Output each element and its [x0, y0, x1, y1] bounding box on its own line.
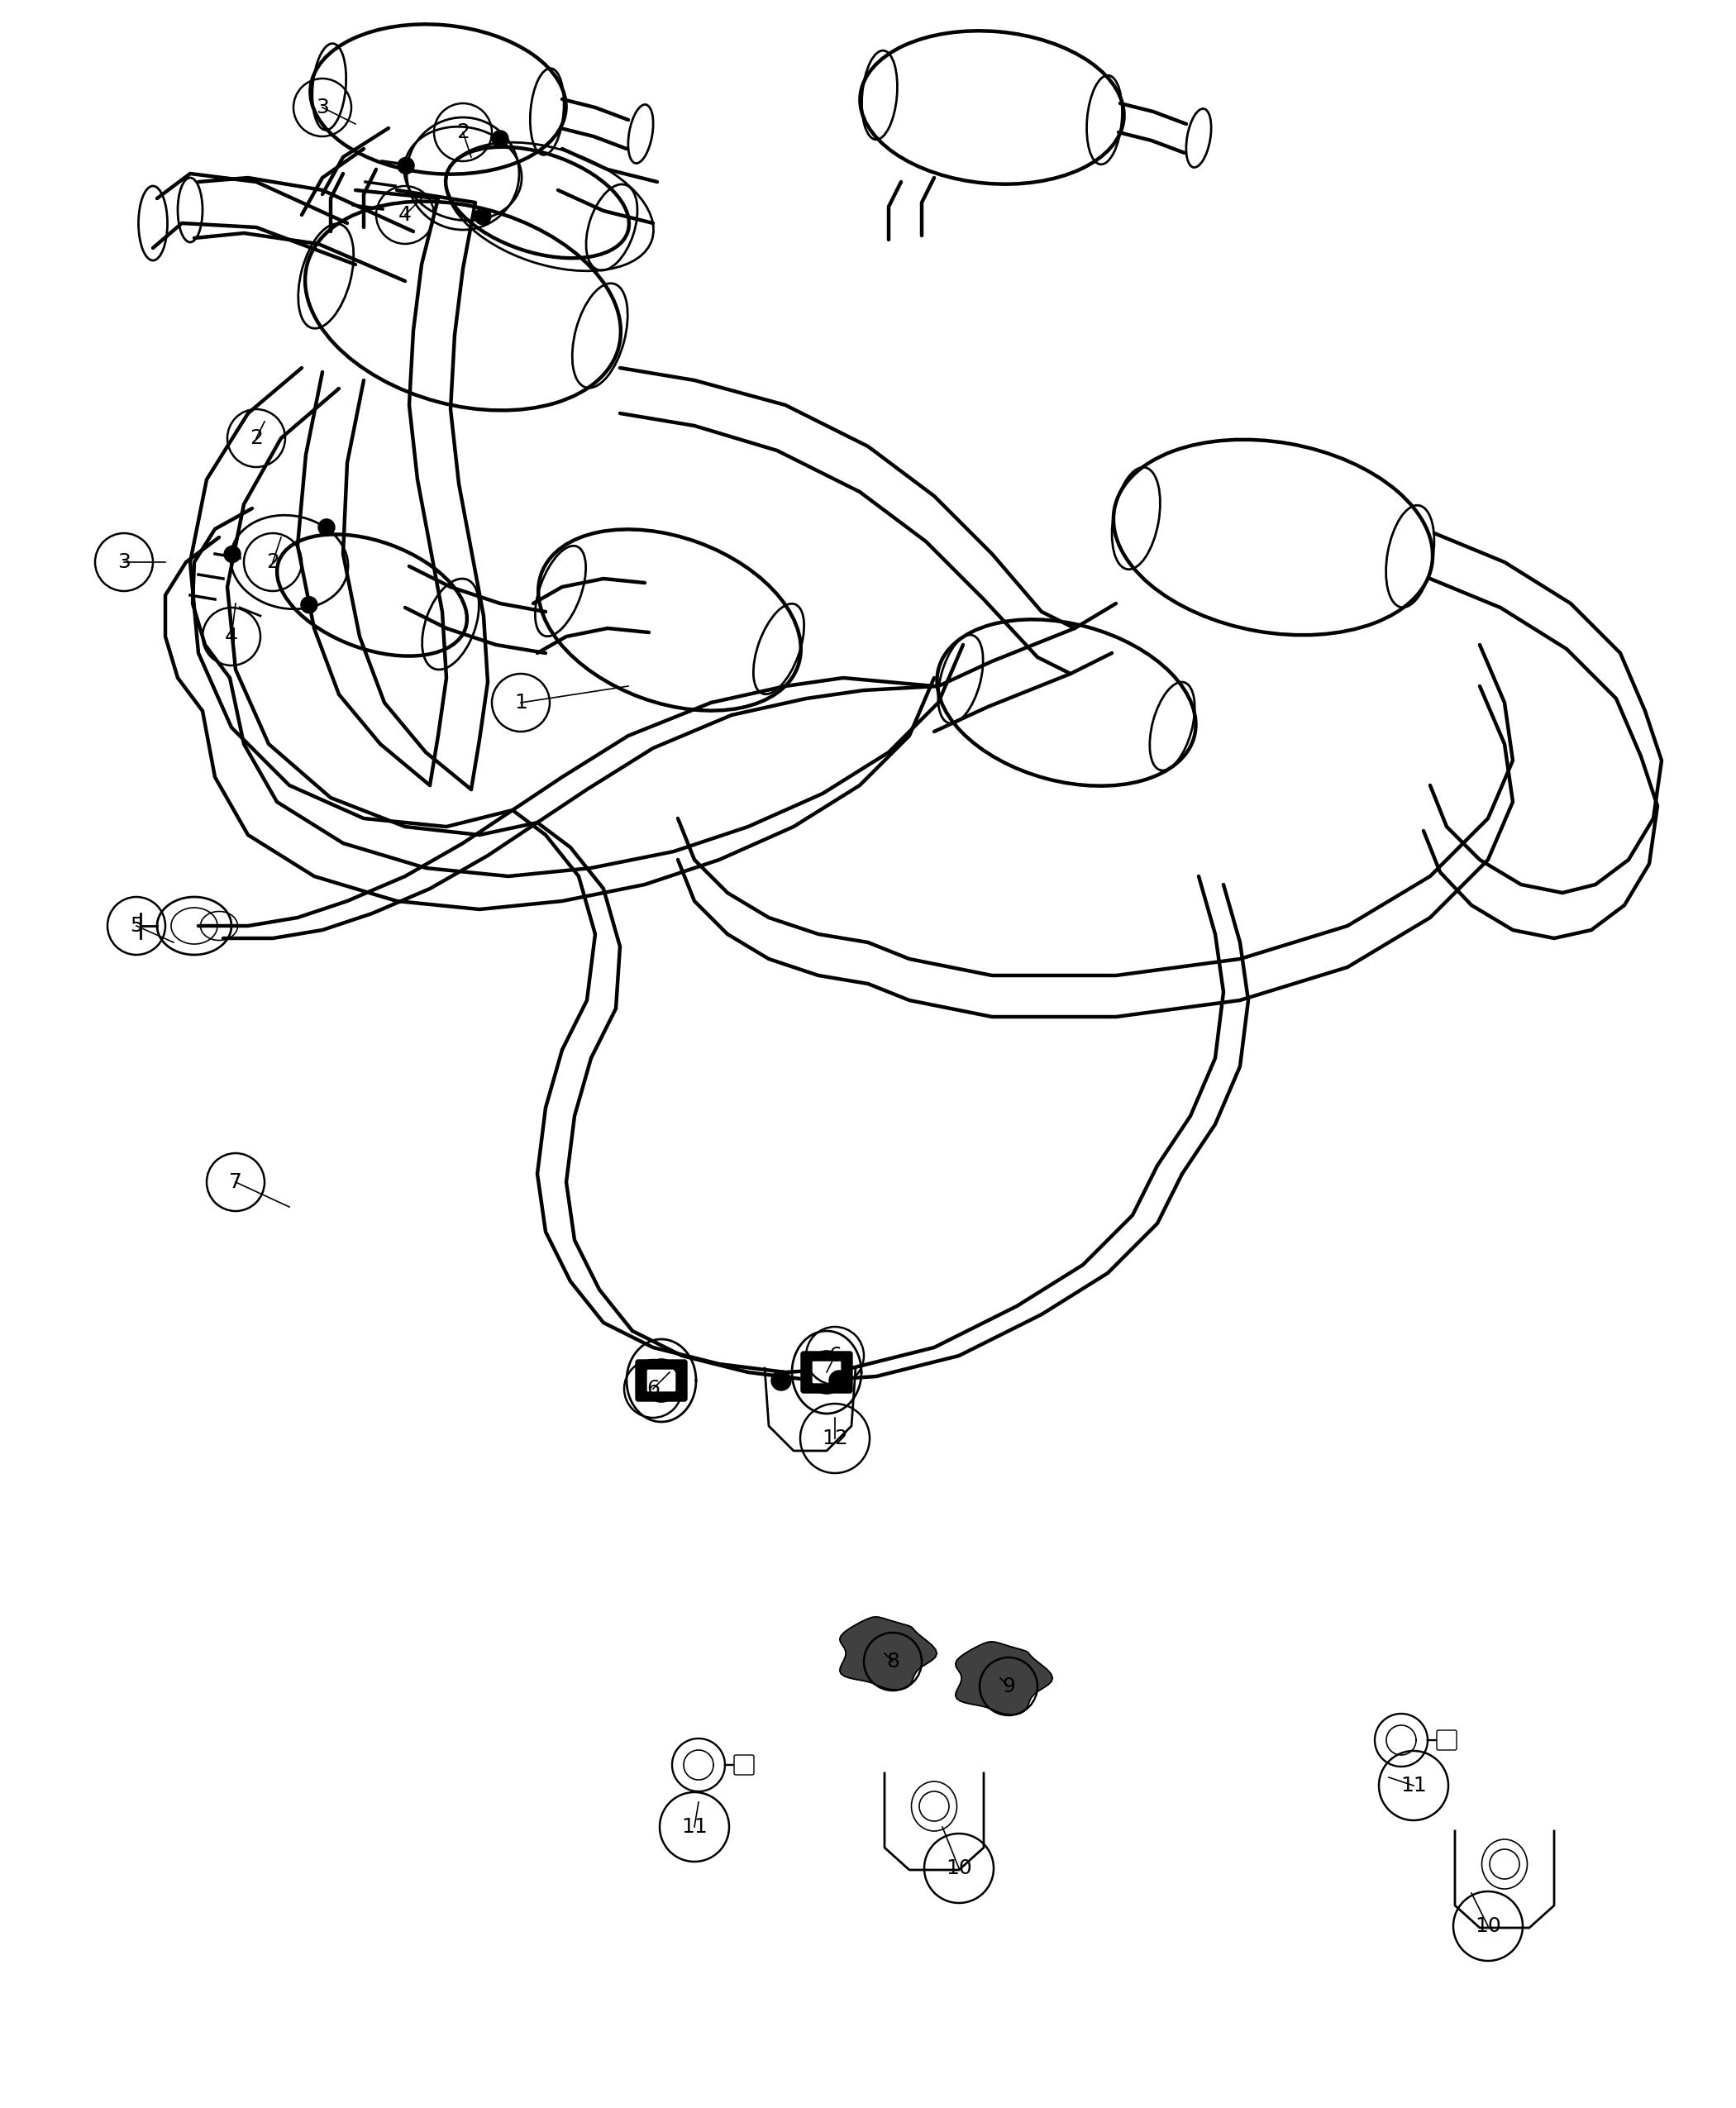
- Circle shape: [830, 1370, 849, 1391]
- Text: 2: 2: [250, 428, 262, 449]
- Text: 10: 10: [946, 1859, 972, 1878]
- Circle shape: [474, 209, 491, 226]
- Text: 4: 4: [399, 204, 411, 226]
- Text: 2: 2: [266, 552, 279, 571]
- FancyBboxPatch shape: [734, 1756, 753, 1775]
- FancyBboxPatch shape: [800, 1351, 852, 1393]
- Text: 9: 9: [1002, 1676, 1016, 1697]
- Text: 11: 11: [1401, 1775, 1427, 1796]
- Circle shape: [771, 1370, 792, 1391]
- Circle shape: [491, 131, 509, 148]
- Text: 2: 2: [457, 122, 469, 141]
- Circle shape: [224, 546, 241, 563]
- Text: 7: 7: [229, 1172, 241, 1191]
- Text: 11: 11: [681, 1817, 708, 1836]
- Text: 3: 3: [316, 97, 328, 118]
- Text: 12: 12: [821, 1429, 849, 1448]
- FancyBboxPatch shape: [635, 1360, 687, 1402]
- Text: 6: 6: [828, 1345, 842, 1366]
- Text: 1: 1: [514, 694, 528, 713]
- Polygon shape: [840, 1617, 937, 1691]
- Polygon shape: [955, 1642, 1052, 1714]
- FancyBboxPatch shape: [812, 1360, 842, 1383]
- Text: 3: 3: [118, 552, 130, 571]
- Circle shape: [398, 158, 415, 175]
- FancyBboxPatch shape: [1437, 1731, 1457, 1750]
- Text: 8: 8: [885, 1653, 899, 1672]
- Circle shape: [318, 519, 335, 535]
- FancyBboxPatch shape: [646, 1368, 677, 1391]
- Text: 4: 4: [226, 626, 238, 647]
- Text: 10: 10: [1476, 1916, 1502, 1935]
- Text: 5: 5: [130, 917, 142, 936]
- Circle shape: [300, 597, 318, 613]
- Text: 6: 6: [646, 1379, 660, 1400]
